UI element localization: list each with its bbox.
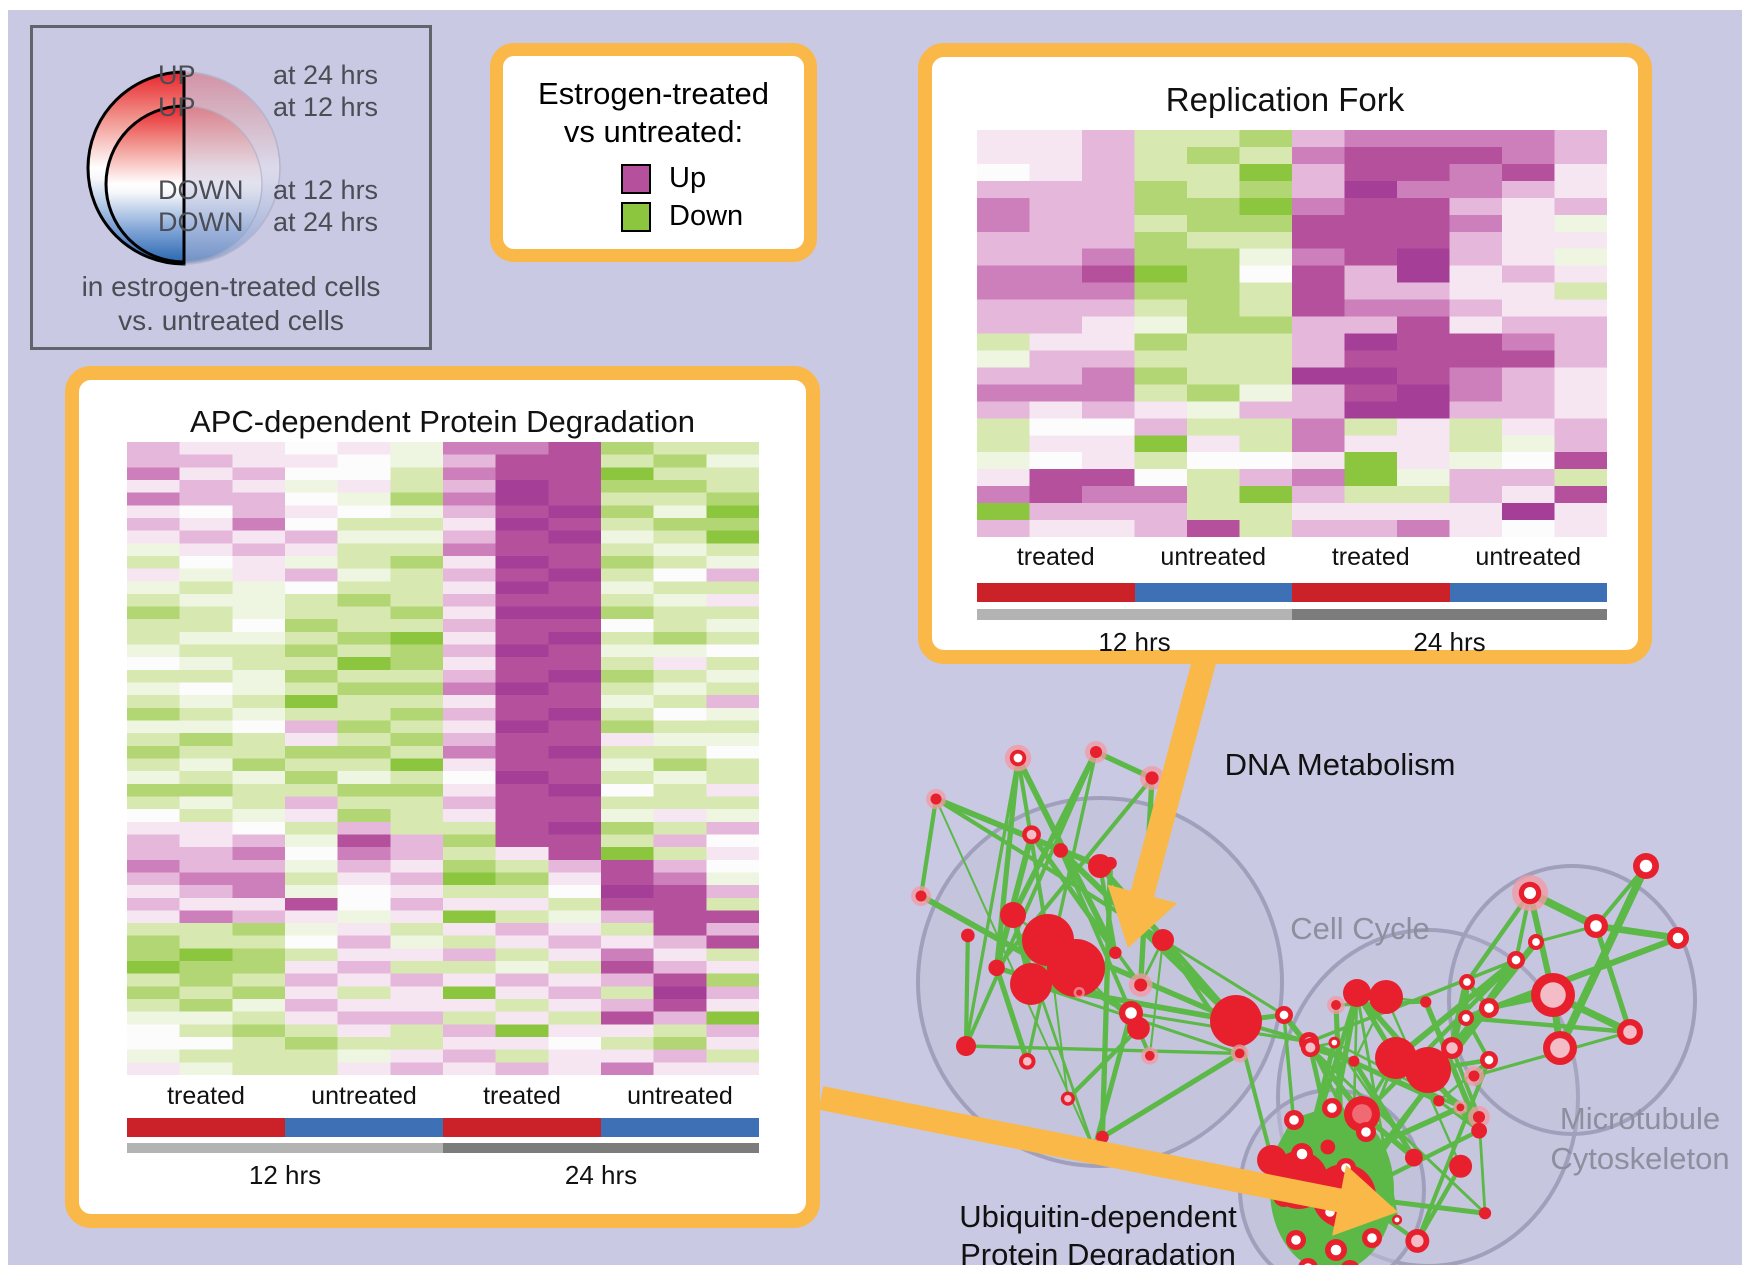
time-label-12: 12 hrs bbox=[248, 1160, 322, 1190]
group-label: untreated bbox=[1475, 543, 1582, 571]
apc-condition-bars bbox=[127, 1118, 759, 1137]
dna-metabolism-label: DNA Metabolism bbox=[1224, 747, 1456, 782]
group-label: treated bbox=[1016, 543, 1095, 571]
down-color-swatch bbox=[621, 201, 651, 232]
replication-fork-heatmap bbox=[977, 130, 1607, 537]
up-down-ring-diagram bbox=[86, 70, 281, 266]
estrogen-legend-title-line1: Estrogen-treated bbox=[538, 76, 769, 111]
group-label: treated bbox=[1331, 543, 1410, 571]
key-down-24-dir: DOWN bbox=[158, 207, 244, 237]
inner-disc-right-half bbox=[183, 105, 263, 263]
cell-cycle-label: Cell Cycle bbox=[1290, 911, 1430, 946]
frame-bottom bbox=[0, 1265, 1750, 1279]
estrogen-legend-box: Estrogen-treated vs untreated: Up Down bbox=[490, 43, 817, 262]
up-color-swatch bbox=[621, 163, 651, 194]
down-label: Down bbox=[669, 200, 744, 232]
ubiquitin-label-line1: Ubiquitin-dependent bbox=[959, 1199, 1237, 1234]
time-12-bar bbox=[977, 609, 1292, 620]
key-caption-line2: vs. untreated cells bbox=[118, 305, 344, 336]
group-label: untreated bbox=[1160, 543, 1267, 571]
time-24-bar bbox=[1292, 609, 1607, 620]
time-24-bar bbox=[443, 1143, 759, 1153]
treated-bar bbox=[977, 583, 1135, 602]
apc-panel: APC-dependent Protein Degradation treate… bbox=[65, 366, 820, 1228]
group-label: treated bbox=[167, 1082, 245, 1110]
apc-title: APC-dependent Protein Degradation bbox=[190, 404, 695, 439]
frame-right bbox=[1742, 0, 1750, 1279]
repfork-group-labels: treated untreated treated untreated bbox=[977, 543, 1607, 572]
group-label: untreated bbox=[627, 1082, 733, 1110]
apc-heatmap bbox=[127, 442, 759, 1075]
replication-fork-title: Replication Fork bbox=[1165, 81, 1405, 118]
key-up-24-time: at 24 hrs bbox=[273, 60, 379, 90]
legend-item-up: Up bbox=[621, 162, 706, 195]
inner-disc-left-half bbox=[104, 104, 186, 264]
key-up-12-time: at 12 hrs bbox=[273, 92, 379, 122]
time-label-24: 24 hrs bbox=[564, 1160, 638, 1190]
group-label: treated bbox=[483, 1082, 561, 1110]
up-label: Up bbox=[669, 162, 707, 194]
microtubule-label-line1: Microtubule bbox=[1559, 1101, 1721, 1136]
time-label-12: 12 hrs bbox=[1098, 627, 1171, 657]
repfork-time-bars bbox=[977, 609, 1607, 620]
key-down-24-time: at 24 hrs bbox=[273, 207, 379, 237]
key-caption-line1: in estrogen-treated cells bbox=[81, 271, 381, 302]
apc-time-bars bbox=[127, 1143, 759, 1153]
apc-time-labels: 12 hrs 24 hrs bbox=[127, 1160, 759, 1191]
repfork-time-labels: 12 hrs 24 hrs bbox=[977, 627, 1607, 658]
microtubule-label-line2: Cytoskeleton bbox=[1550, 1141, 1730, 1176]
untreated-bar bbox=[601, 1118, 759, 1137]
treated-bar bbox=[443, 1118, 601, 1137]
legend-item-down: Down bbox=[621, 200, 743, 233]
time-12-bar bbox=[127, 1143, 443, 1153]
key-down-12-time: at 12 hrs bbox=[273, 175, 379, 205]
frame-left bbox=[0, 0, 8, 1279]
time-label-24: 24 hrs bbox=[1413, 627, 1486, 657]
repfork-condition-bars bbox=[977, 583, 1607, 602]
key-up-24-dir: UP bbox=[158, 60, 196, 90]
replication-fork-panel: Replication Fork treated untreated treat… bbox=[918, 43, 1652, 664]
group-label: untreated bbox=[311, 1082, 417, 1110]
color-key-box: UP at 24 hrs UP at 12 hrs DOWN at 12 hrs… bbox=[30, 25, 432, 350]
key-up-12-dir: UP bbox=[158, 92, 196, 122]
untreated-bar bbox=[285, 1118, 443, 1137]
frame-top bbox=[0, 0, 1750, 10]
apc-group-labels: treated untreated treated untreated bbox=[127, 1082, 759, 1111]
estrogen-legend-title-line2: vs untreated: bbox=[563, 114, 744, 149]
untreated-bar bbox=[1134, 583, 1292, 602]
untreated-bar bbox=[1449, 583, 1607, 602]
key-down-12-dir: DOWN bbox=[158, 175, 244, 205]
treated-bar bbox=[127, 1118, 285, 1137]
treated-bar bbox=[1292, 583, 1450, 602]
